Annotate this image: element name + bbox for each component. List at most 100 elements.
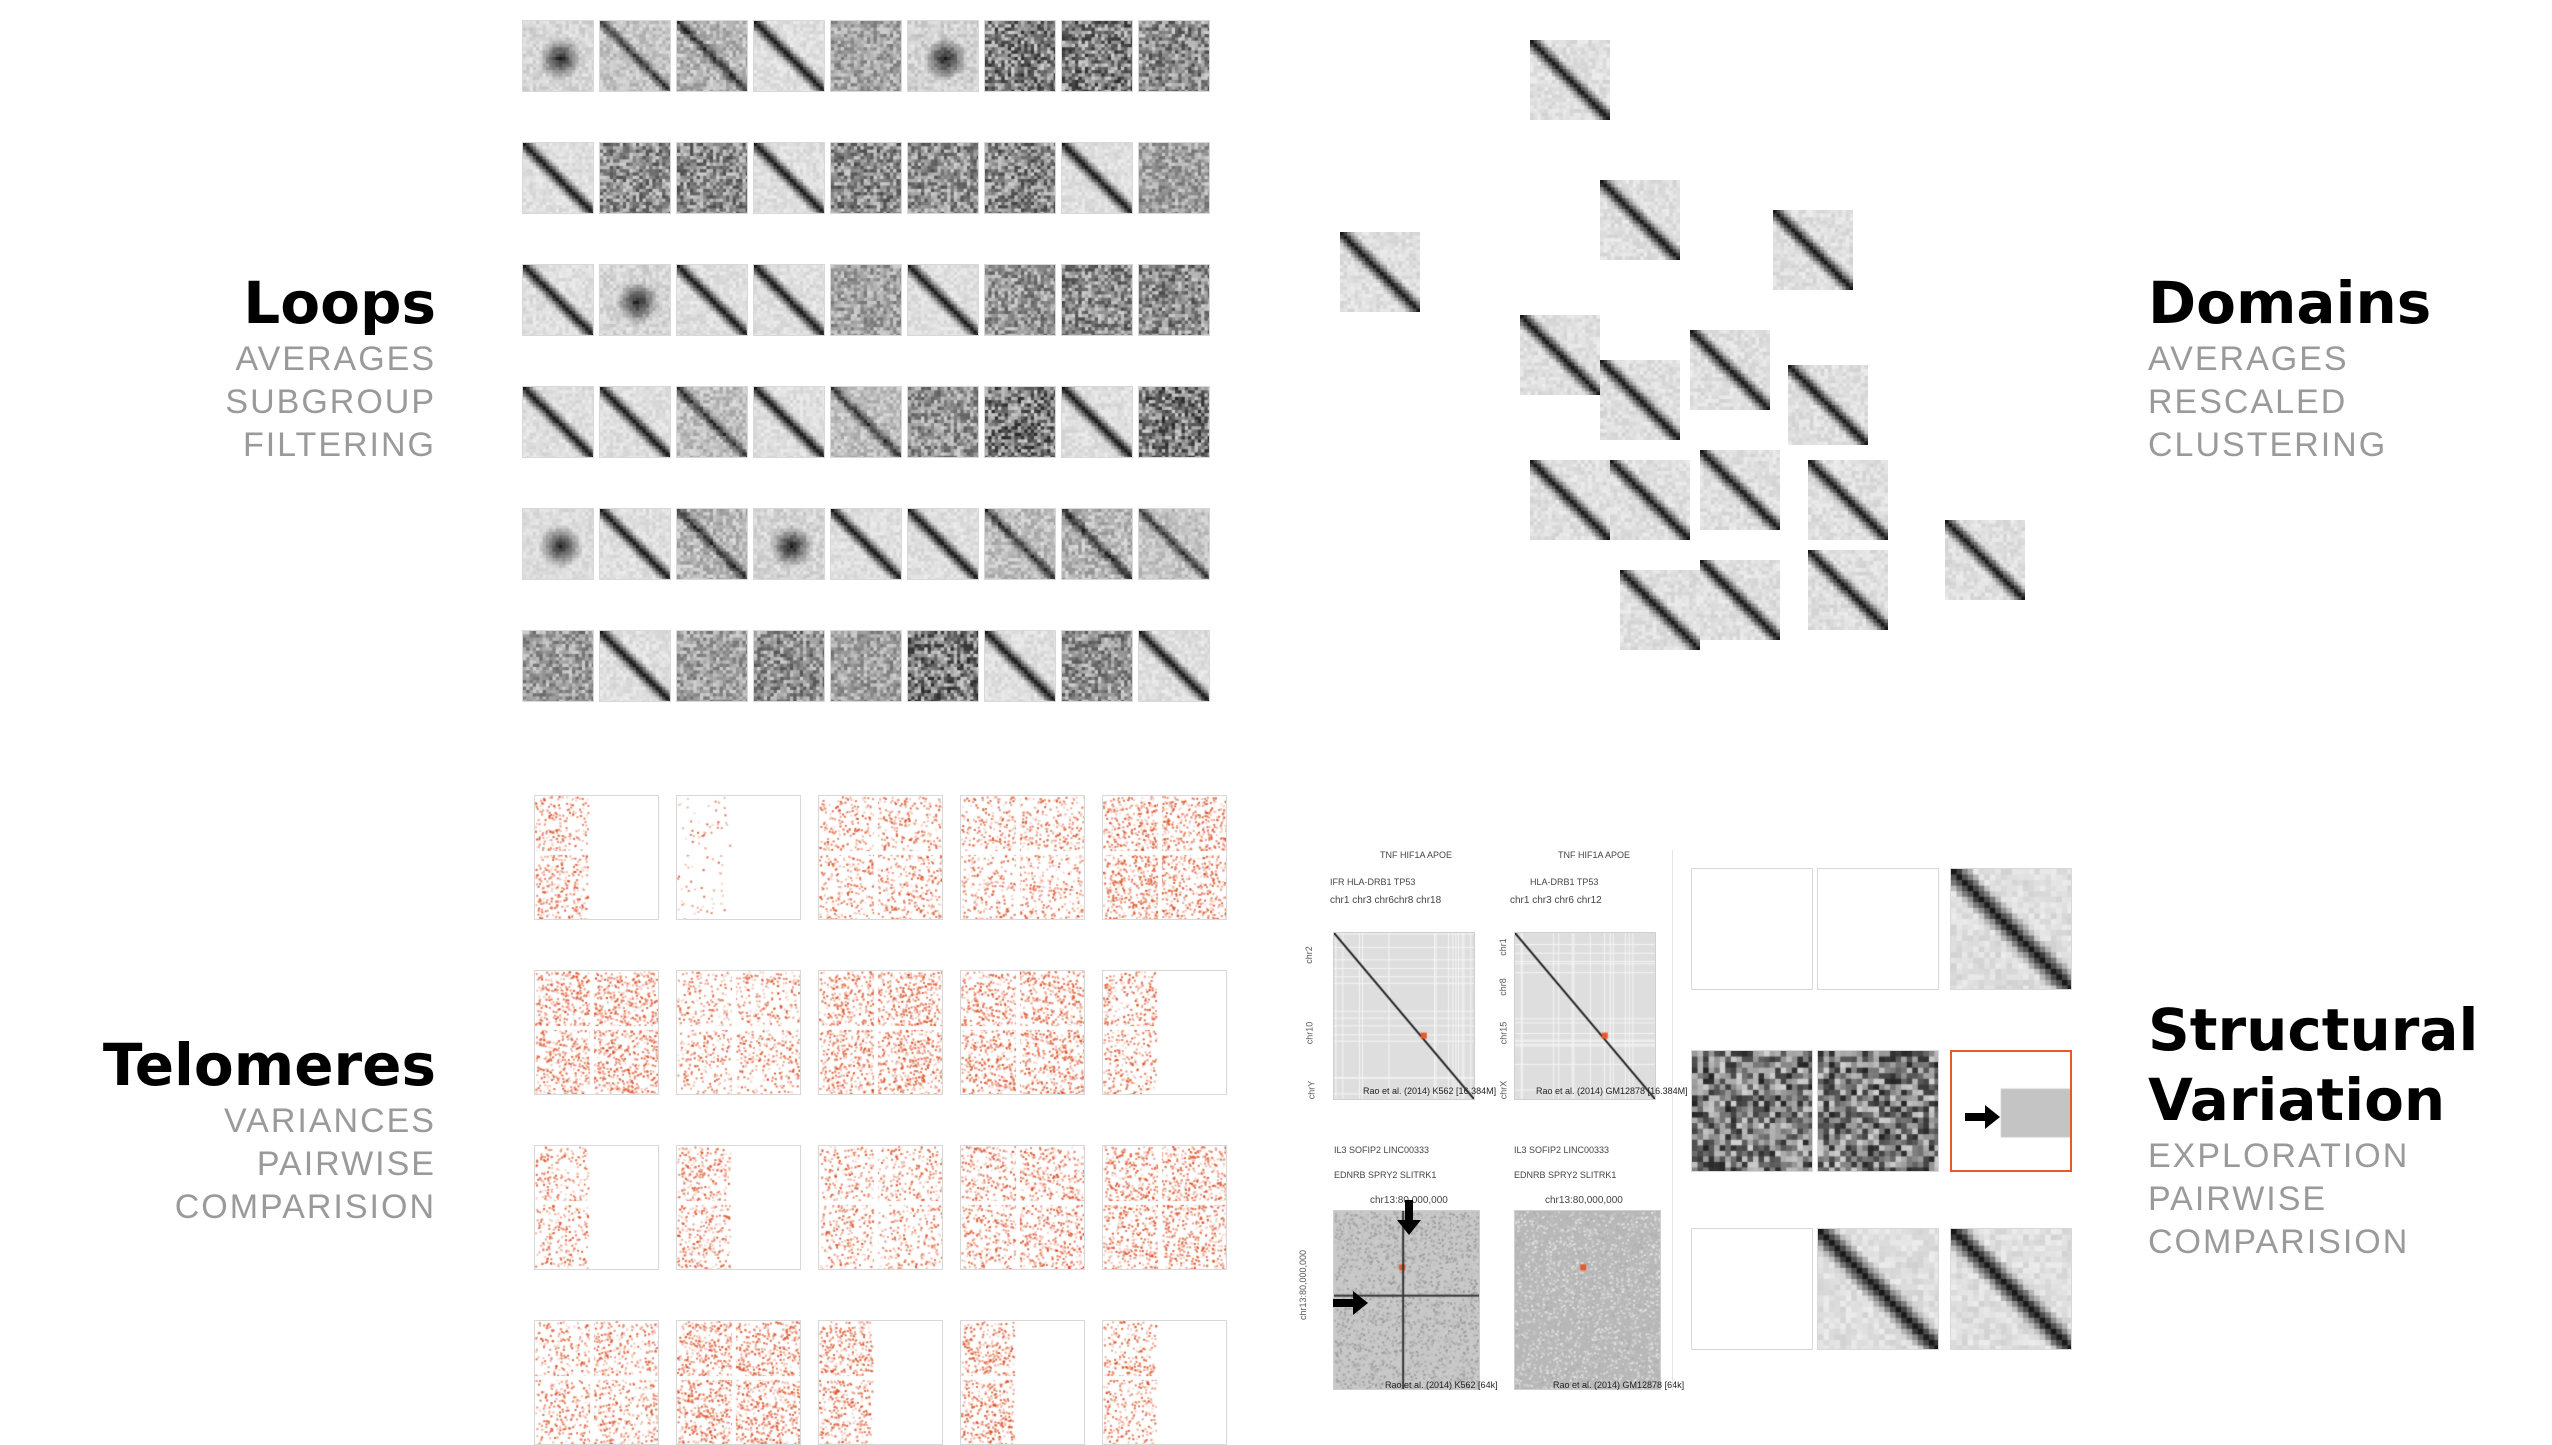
sv-title-line1: Structural [2148, 996, 2479, 1064]
domain-snippet [1530, 460, 1610, 540]
loops-sub-2: SUBGROUP [225, 383, 436, 421]
loop-snippet [907, 630, 979, 702]
sv-label: Structural Variation EXPLORATION PAIRWIS… [2148, 995, 2548, 1264]
telomere-snippet [676, 970, 801, 1095]
loop-snippet [1138, 264, 1210, 336]
loop-snippet [599, 20, 671, 92]
loop-snippet [984, 142, 1056, 214]
loop-snippet [522, 630, 594, 702]
telomeres-title: Telomeres [102, 1031, 436, 1099]
loop-snippet [830, 386, 902, 458]
loop-snippet [1138, 20, 1210, 92]
loop-snippet [907, 20, 979, 92]
sv-tr-axis-mid2: chr15 [1498, 1021, 1509, 1045]
loop-snippet [522, 20, 594, 92]
sv-tr-axis-top: chr1 [1497, 938, 1508, 956]
domain-snippet [1808, 550, 1888, 630]
sv-br-genes-mid: EDNRB SPRY2 SLITRK1 [1514, 1170, 1617, 1180]
telomere-snippet [534, 970, 659, 1095]
sv-divider [1672, 850, 1673, 1390]
loop-snippet [676, 20, 748, 92]
arrow-right-icon [1333, 1291, 1368, 1315]
telomere-snippet [534, 1320, 659, 1445]
domain-snippet [1610, 460, 1690, 540]
loop-snippet [522, 142, 594, 214]
loop-snippet [984, 264, 1056, 336]
sv-br-coord: chr13:80,000,000 [1545, 1195, 1623, 1206]
loop-snippet [1138, 508, 1210, 580]
loop-snippet [1061, 264, 1133, 336]
sv-bl-caption: Rao et al. (2014) K562 [64k] [1385, 1380, 1498, 1390]
domains-label: Domains AVERAGES RESCALED CLUSTERING [2148, 268, 2468, 467]
sv-sub-3: COMPARISION [2148, 1223, 2410, 1261]
loop-snippet [522, 386, 594, 458]
loop-snippet [907, 142, 979, 214]
loop-snippet [599, 386, 671, 458]
telomere-snippet [818, 1320, 943, 1445]
loop-snippet [907, 508, 979, 580]
loop-snippet [1061, 20, 1133, 92]
sv-tl-chroms: chr1 chr3 chr6chr8 chr18 [1330, 895, 1442, 906]
loop-snippet [753, 630, 825, 702]
sv-sub-1: EXPLORATION [2148, 1137, 2410, 1175]
telomere-snippet [960, 970, 1085, 1095]
loops-title: Loops [243, 269, 436, 337]
loop-snippet [830, 20, 902, 92]
telomere-snippet [818, 795, 943, 920]
arrow-down-icon [1397, 1200, 1421, 1235]
loop-snippet [753, 264, 825, 336]
sv-sub-2: PAIRWISE [2148, 1180, 2328, 1218]
telomere-snippet [1102, 970, 1227, 1095]
sv-genome-matrix-k562 [1333, 932, 1475, 1100]
loop-snippet [830, 508, 902, 580]
loops-sub-1: AVERAGES [235, 340, 436, 378]
sv-tr-genes-mid: HLA-DRB1 TP53 [1530, 877, 1599, 887]
sv-title-line2: Variation [2148, 1066, 2446, 1134]
sv-bl-genes-mid: EDNRB SPRY2 SLITRK1 [1334, 1170, 1437, 1180]
telomere-snippet [960, 795, 1085, 920]
sv-tl-axis-mid: chr10 [1304, 1021, 1315, 1045]
sv-snippet [1950, 1050, 2072, 1172]
loop-snippet [830, 264, 902, 336]
loop-snippet [676, 508, 748, 580]
loop-snippet [1061, 386, 1133, 458]
telomere-snippet [960, 1320, 1085, 1445]
telomeres-sub-2: PAIRWISE [256, 1145, 436, 1183]
sv-tr-axis-mid: chr8 [1497, 978, 1508, 996]
telomeres-sub-1: VARIANCES [224, 1102, 436, 1140]
loop-snippet [676, 630, 748, 702]
domain-snippet [1788, 365, 1868, 445]
sv-tr-chroms: chr1 chr3 chr6 chr12 [1510, 895, 1602, 906]
loop-snippet [522, 508, 594, 580]
telomere-snippet [676, 1320, 801, 1445]
domain-snippet [1773, 210, 1853, 290]
sv-bl-genes-top: IL3 SOFIP2 LINC00333 [1334, 1145, 1430, 1155]
loop-snippet [599, 630, 671, 702]
loop-snippet [753, 386, 825, 458]
domain-snippet [1808, 460, 1888, 540]
loop-snippet [753, 142, 825, 214]
sv-snippet [1691, 1228, 1813, 1350]
telomere-snippet [1102, 1320, 1227, 1445]
sv-snippet [1817, 1228, 1939, 1350]
arrow-right-icon [1965, 1105, 2000, 1129]
telomere-snippet [818, 970, 943, 1095]
telomere-snippet [1102, 1145, 1227, 1270]
sv-tl-caption: Rao et al. (2014) K562 [16.384M] [1363, 1086, 1497, 1096]
loop-snippet [1061, 630, 1133, 702]
loop-snippet [830, 142, 902, 214]
domains-sub-2: RESCALED [2148, 383, 2348, 421]
loop-snippet [599, 508, 671, 580]
loop-snippet [907, 386, 979, 458]
loop-snippet [1138, 386, 1210, 458]
domains-title: Domains [2148, 269, 2432, 337]
loops-label: Loops AVERAGES SUBGROUP FILTERING [140, 268, 436, 467]
loop-snippet [522, 264, 594, 336]
sv-tl-axis-bot: chrY [1306, 1080, 1317, 1100]
domain-snippet [1340, 232, 1420, 312]
domain-snippet [1700, 560, 1780, 640]
sv-snippet [1950, 1228, 2072, 1350]
loop-snippet [830, 630, 902, 702]
telomeres-label: Telomeres VARIANCES PAIRWISE COMPARISION [60, 1030, 436, 1229]
domain-snippet [1600, 360, 1680, 440]
